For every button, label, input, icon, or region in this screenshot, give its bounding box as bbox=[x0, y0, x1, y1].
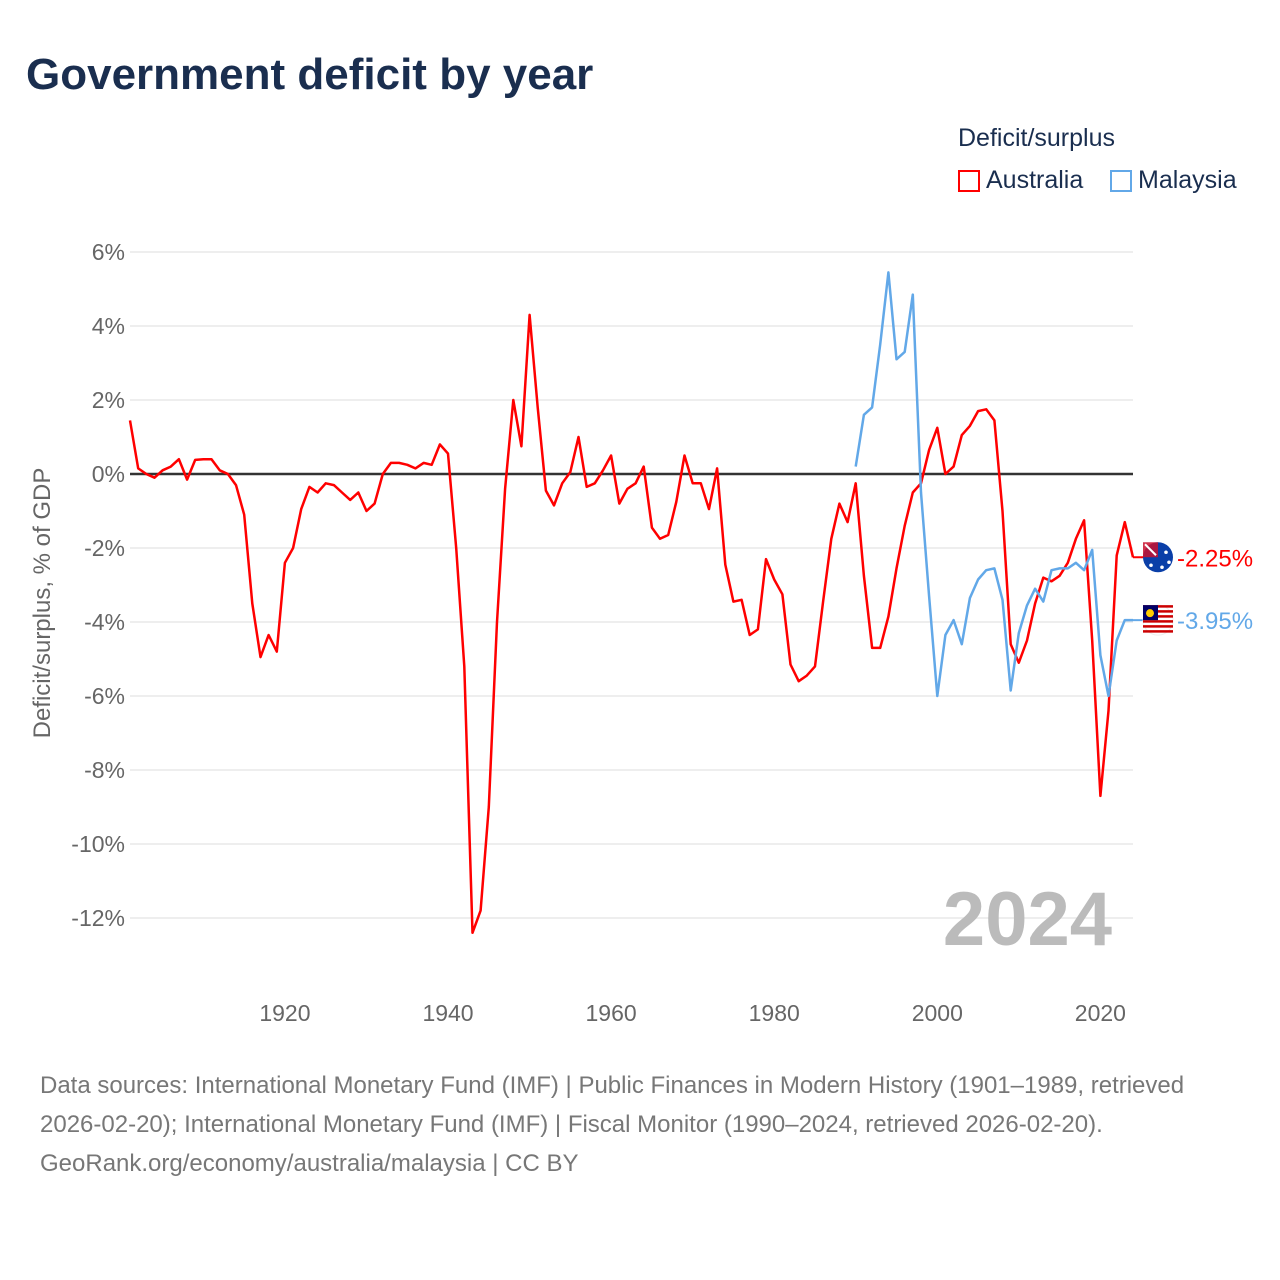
x-tick-label: 1960 bbox=[586, 1000, 637, 1026]
x-tick-label: 1980 bbox=[749, 1000, 800, 1026]
legend-label-australia: Australia bbox=[986, 166, 1084, 194]
flag-cross bbox=[1144, 543, 1157, 556]
series-line-australia bbox=[128, 313, 1135, 935]
flag-stripe bbox=[1143, 625, 1173, 628]
flag-stripe bbox=[1143, 620, 1173, 623]
y-axis-label: Deficit/surplus, % of GDP bbox=[29, 468, 56, 739]
series-line-malaysia bbox=[854, 271, 1133, 698]
y-tick-label: 6% bbox=[92, 239, 125, 265]
flag-star bbox=[1149, 563, 1153, 568]
flag-stripe bbox=[1143, 630, 1173, 633]
end-value-label-australia: -2.25% bbox=[1177, 545, 1253, 572]
flag-star bbox=[1164, 550, 1168, 555]
credit-link[interactable]: GeoRank.org/economy/australia/malaysia |… bbox=[40, 1150, 579, 1177]
y-tick-label: -8% bbox=[84, 757, 125, 783]
y-tick-label: 4% bbox=[92, 313, 125, 339]
legend-swatch-australia bbox=[958, 169, 980, 192]
legend-swatch-malaysia bbox=[1110, 169, 1132, 192]
y-tick-label: -6% bbox=[84, 683, 125, 709]
y-tick-label: -12% bbox=[71, 905, 125, 931]
x-tick-label: 1920 bbox=[259, 1000, 310, 1026]
y-tick-label: 0% bbox=[92, 461, 125, 487]
x-tick-label: 2020 bbox=[1075, 1000, 1126, 1026]
current-year-label: 2024 bbox=[943, 877, 1112, 962]
x-tick-label: 1940 bbox=[422, 1000, 473, 1026]
y-tick-label: 2% bbox=[92, 387, 125, 413]
legend-item-malaysia[interactable]: Malaysia bbox=[1110, 166, 1237, 195]
legend-item-australia[interactable]: Australia bbox=[958, 166, 1083, 195]
end-value-label-malaysia: -3.95% bbox=[1177, 608, 1253, 635]
chart-title: Government deficit by year bbox=[26, 50, 594, 99]
data-sources: Data sources: International Monetary Fun… bbox=[40, 1072, 1185, 1138]
legend-label-malaysia: Malaysia bbox=[1138, 166, 1237, 194]
flag-star bbox=[1167, 560, 1171, 565]
legend-title: Deficit/surplus bbox=[958, 124, 1115, 152]
x-tick-label: 2000 bbox=[912, 1000, 963, 1026]
y-tick-label: -10% bbox=[71, 831, 125, 857]
footer: Data sources: International Monetary Fun… bbox=[40, 1066, 1240, 1183]
flag-icon-australia bbox=[1143, 542, 1173, 573]
plot-area: 6% 4% 2% 0% -2% -4% -6% -8% -10% -12% 1920 1940 1960… bbox=[29, 239, 1253, 1026]
y-tick-label: -2% bbox=[84, 535, 125, 561]
flag-crescent bbox=[1146, 609, 1154, 618]
y-tick-label: -4% bbox=[84, 609, 125, 635]
flag-icon-malaysia bbox=[1142, 604, 1174, 636]
flag-star bbox=[1160, 565, 1164, 570]
